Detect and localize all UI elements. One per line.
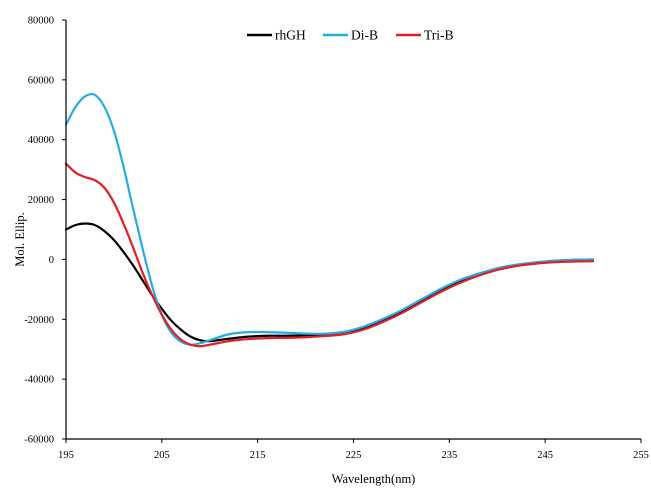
x-tick-label: 225 bbox=[346, 450, 362, 461]
x-tick-label: 195 bbox=[58, 450, 74, 461]
y-tick-label: -60000 bbox=[24, 435, 54, 446]
y-tick-label: 0 bbox=[49, 255, 54, 266]
x-tick-label: 245 bbox=[537, 450, 553, 461]
legend-label: Di-B bbox=[351, 28, 378, 43]
series-line-tri-b bbox=[64, 162, 595, 348]
y-axis-ticks: 80000 60000 40000 20000 0 -20000 -40000 -60000 bbox=[24, 16, 66, 446]
legend: rhGH Di-B Tri-B bbox=[247, 28, 454, 43]
series-lines bbox=[64, 92, 595, 348]
legend-label: Tri-B bbox=[424, 28, 454, 43]
y-tick-label: 60000 bbox=[28, 75, 54, 86]
x-tick-label: 205 bbox=[154, 450, 170, 461]
y-axis-title: Mol. Ellip. bbox=[13, 212, 27, 267]
x-axis-ticks: 195 205 215 225 235 245 255 bbox=[58, 439, 649, 461]
x-tick-label: 235 bbox=[441, 450, 457, 461]
x-tick-label: 215 bbox=[250, 450, 266, 461]
legend-label: rhGH bbox=[275, 28, 306, 43]
y-tick-label: 80000 bbox=[28, 16, 54, 27]
series-line-di-b bbox=[64, 92, 595, 346]
y-tick-label: 20000 bbox=[28, 195, 54, 206]
y-tick-label: -20000 bbox=[24, 315, 54, 326]
series-line-rhgh bbox=[64, 222, 595, 343]
x-tick-label: 255 bbox=[633, 450, 649, 461]
y-tick-label: 40000 bbox=[28, 135, 54, 146]
x-axis-title: Wavelength(nm) bbox=[332, 472, 416, 486]
y-tick-label: -40000 bbox=[24, 375, 54, 386]
